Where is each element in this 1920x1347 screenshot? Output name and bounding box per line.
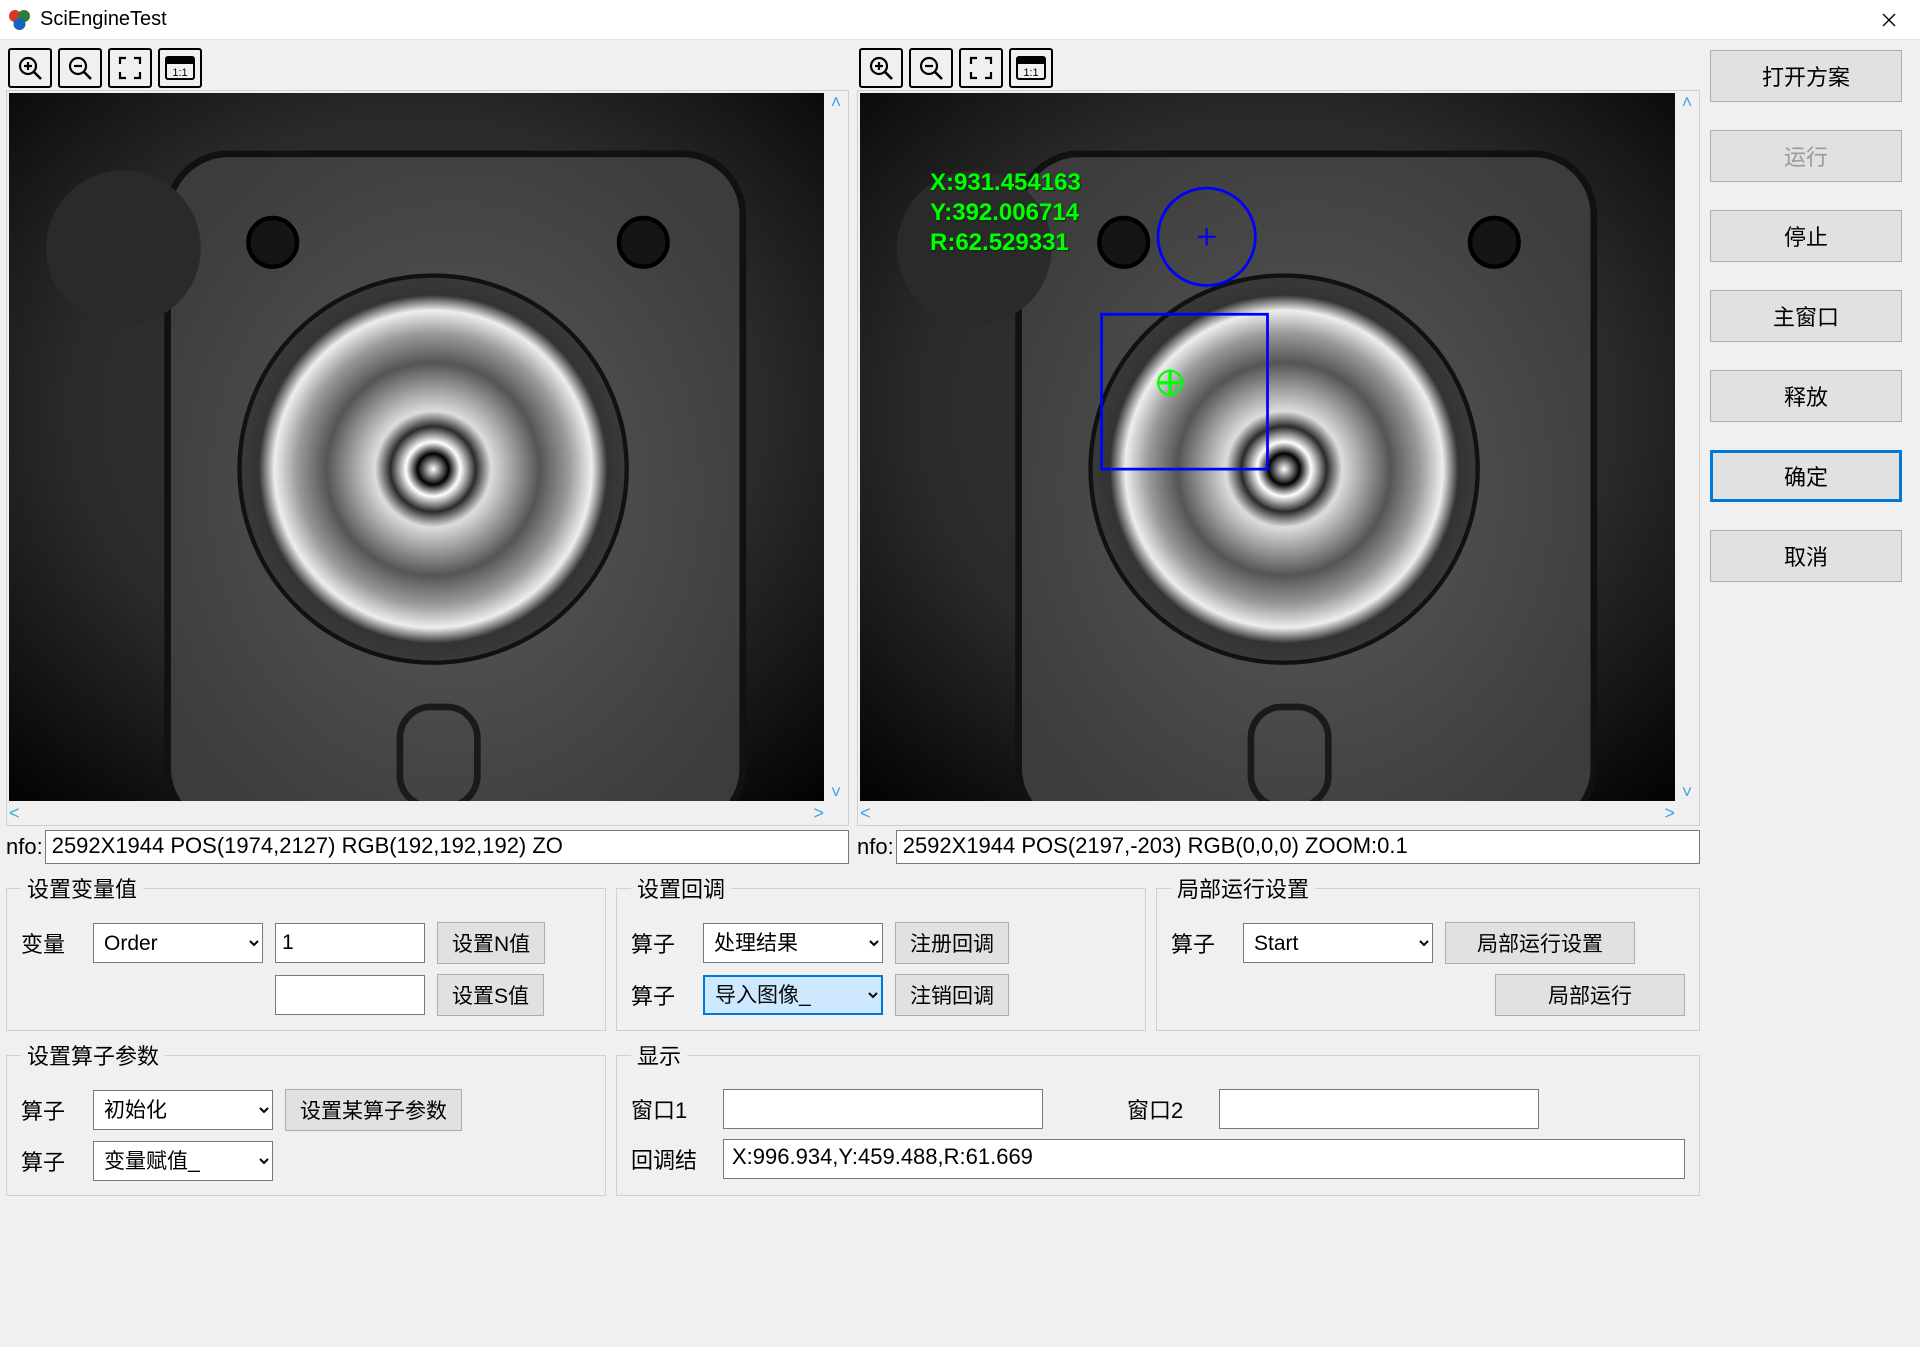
viewer-right-toolbar: 1:1 — [857, 46, 1700, 90]
viewer-right-info: 2592X1944 POS(2197,-203) RGB(0,0,0) ZOOM… — [896, 830, 1700, 864]
group-legend: 局部运行设置 — [1171, 872, 1315, 904]
group-set-variable: 设置变量值 变量 Order 设置N值 x 设置S值 — [6, 872, 606, 1031]
callback-op2-combo[interactable]: 导入图像_ — [703, 975, 883, 1015]
info-prefix: nfo: — [857, 834, 894, 860]
group-legend: 显示 — [631, 1039, 687, 1071]
group-local-run: 局部运行设置 算子 Start 局部运行设置 局部运行 — [1156, 872, 1700, 1031]
zoom-in-button[interactable] — [859, 48, 903, 88]
viewer-left-toolbar: 1:1 — [6, 46, 849, 90]
window-title: SciEngineTest — [40, 8, 167, 31]
svg-text:1:1: 1:1 — [1023, 67, 1038, 79]
window1-value — [723, 1089, 1043, 1129]
window2-label: 窗口2 — [1127, 1093, 1207, 1125]
main-area: 1:1 — [0, 40, 1700, 1347]
unregister-callback-button[interactable]: 注销回调 — [895, 974, 1009, 1016]
viewer-left-scroll-v[interactable]: ˄ ˅ — [826, 93, 846, 801]
zoom-out-button[interactable] — [909, 48, 953, 88]
viewer-left-canvas[interactable] — [9, 93, 824, 801]
main-window-button[interactable]: 主窗口 — [1710, 290, 1902, 342]
scroll-down-icon: ˅ — [831, 783, 842, 801]
viewer-right-canvas[interactable]: X:931.454163 Y:392.006714 R:62.529331 — [860, 93, 1675, 801]
run-button[interactable]: 运行 — [1710, 130, 1902, 182]
set-s-button[interactable]: 设置S值 — [437, 974, 544, 1016]
operator-label: 算子 — [21, 1094, 81, 1126]
group-callback: 设置回调 算子 处理结果 注册回调 算子 导入图像_ 注销回调 — [616, 872, 1146, 1031]
scroll-left-icon: ˂ — [9, 804, 20, 822]
zoom-out-button[interactable] — [58, 48, 102, 88]
scroll-left-icon: ˂ — [860, 804, 871, 822]
callback-op1-combo[interactable]: 处理结果 — [703, 923, 883, 963]
set-n-button[interactable]: 设置N值 — [437, 922, 545, 964]
scroll-up-icon: ˄ — [1682, 93, 1693, 111]
release-button[interactable]: 释放 — [1710, 370, 1902, 422]
zoom-in-button[interactable] — [8, 48, 52, 88]
s-value-input[interactable] — [275, 975, 425, 1015]
overlay-readout: X:931.454163 Y:392.006714 R:62.529331 — [930, 168, 1081, 258]
op-params-op1-combo[interactable]: 初始化 — [93, 1090, 273, 1130]
stop-button[interactable]: 停止 — [1710, 210, 1902, 262]
viewer-right-scroll-h[interactable]: ˂ ˃ — [860, 803, 1675, 823]
operator-label: 算子 — [631, 979, 691, 1011]
viewer-right: 1:1 — [857, 46, 1700, 826]
title-bar: SciEngineTest — [0, 0, 1920, 40]
fit-button[interactable] — [959, 48, 1003, 88]
info-prefix: nfo: — [6, 834, 43, 860]
localrun-settings-button[interactable]: 局部运行设置 — [1445, 922, 1635, 964]
window-close-button[interactable] — [1866, 0, 1912, 40]
window1-label: 窗口1 — [631, 1093, 711, 1125]
callback-result-value: X:996.934,Y:459.488,R:61.669 — [723, 1139, 1685, 1179]
viewer-left-info: 2592X1944 POS(1974,2127) RGB(192,192,192… — [45, 830, 849, 864]
viewer-left: 1:1 — [6, 46, 849, 826]
cancel-button[interactable]: 取消 — [1710, 530, 1902, 582]
app-icon — [8, 8, 32, 32]
localrun-op-combo[interactable]: Start — [1243, 923, 1433, 963]
variable-label: 变量 — [21, 927, 81, 959]
operator-label: 算子 — [631, 927, 691, 959]
sidebar: 打开方案 运行 停止 主窗口 释放 确定 取消 — [1700, 40, 1920, 1347]
viewer-left-image — [9, 93, 824, 801]
set-op-params-button[interactable]: 设置某算子参数 — [285, 1089, 462, 1131]
viewer-left-scroll-h[interactable]: ˂ ˃ — [9, 803, 824, 823]
scroll-right-icon: ˃ — [813, 804, 824, 822]
open-scheme-button[interactable]: 打开方案 — [1710, 50, 1902, 102]
callback-result-label: 回调结 — [631, 1143, 711, 1175]
operator-label: 算子 — [21, 1145, 81, 1177]
ok-button[interactable]: 确定 — [1710, 450, 1902, 502]
op-params-op2-combo[interactable]: 变量赋值_ — [93, 1141, 273, 1181]
register-callback-button[interactable]: 注册回调 — [895, 922, 1009, 964]
group-legend: 设置算子参数 — [21, 1039, 165, 1071]
fit-button[interactable] — [108, 48, 152, 88]
window2-value — [1219, 1089, 1539, 1129]
group-operator-params: 设置算子参数 算子 初始化 设置某算子参数 算子 变量赋值_ — [6, 1039, 606, 1196]
one-to-one-button[interactable]: 1:1 — [158, 48, 202, 88]
scroll-down-icon: ˅ — [1682, 783, 1693, 801]
localrun-run-button[interactable]: 局部运行 — [1495, 974, 1685, 1016]
group-display: 显示 窗口1 窗口2 回调结 X:996.934,Y:459.488,R:61.… — [616, 1039, 1700, 1196]
scroll-right-icon: ˃ — [1664, 804, 1675, 822]
operator-label: 算子 — [1171, 927, 1231, 959]
n-value-input[interactable] — [275, 923, 425, 963]
viewer-right-scroll-v[interactable]: ˄ ˅ — [1677, 93, 1697, 801]
group-legend: 设置回调 — [631, 872, 731, 904]
variable-combo[interactable]: Order — [93, 923, 263, 963]
group-legend: 设置变量值 — [21, 872, 143, 904]
one-to-one-button[interactable]: 1:1 — [1009, 48, 1053, 88]
svg-text:1:1: 1:1 — [172, 67, 187, 79]
scroll-up-icon: ˄ — [831, 93, 842, 111]
